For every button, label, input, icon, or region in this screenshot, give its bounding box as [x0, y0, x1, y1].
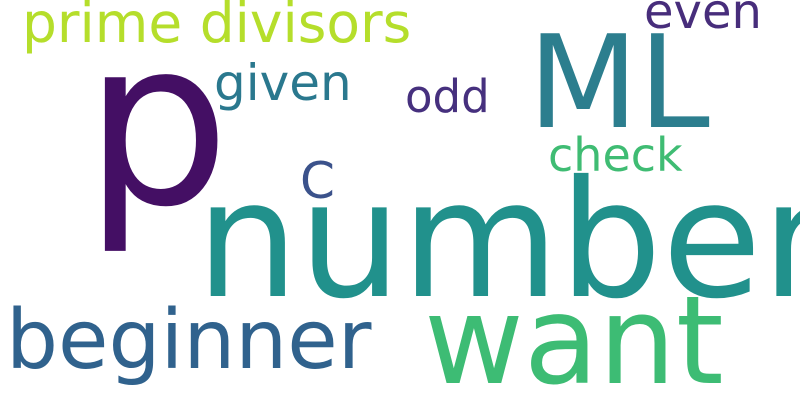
word-want: want [424, 270, 724, 400]
word-beginner: beginner [6, 293, 372, 388]
word-p: p [84, 0, 230, 258]
word-given: given [214, 54, 352, 112]
word-c: C [300, 152, 335, 210]
word-ml: ML [528, 9, 710, 158]
word-check: check [548, 128, 683, 182]
word-prime-divisors: prime divisors [22, 0, 412, 55]
word-number: number [196, 147, 800, 335]
word-even: even [644, 0, 762, 40]
word-odd: odd [405, 70, 490, 123]
